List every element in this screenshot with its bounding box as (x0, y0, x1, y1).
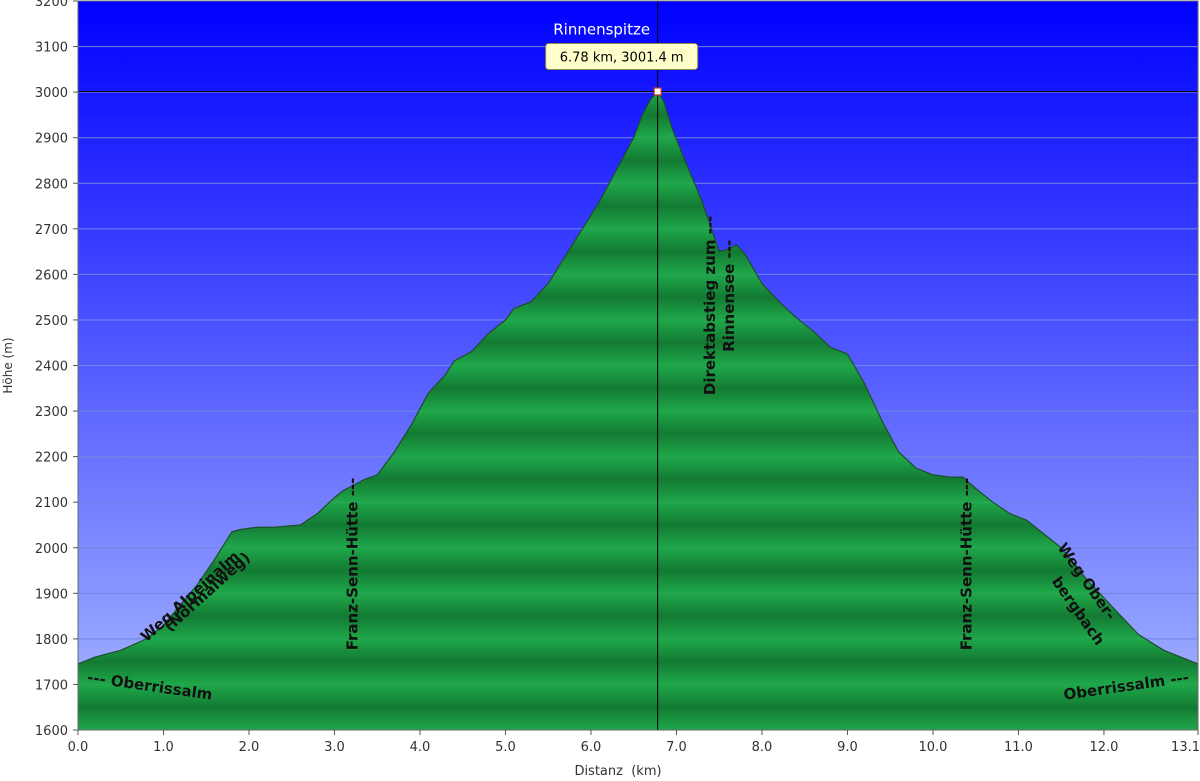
elevation-band (78, 547, 1198, 594)
y-tick-label: 2400 (35, 360, 68, 375)
route-annotation: Franz-Senn-Hütte --- (344, 478, 362, 651)
y-tick-label: 2600 (35, 268, 68, 283)
y-axis: 1600 1700 1800 1900 2000 2100 2200 2300 2400 2500… (35, 0, 78, 739)
y-tick-label: 3100 (35, 41, 68, 56)
x-tick-label: 11.0 (1004, 740, 1033, 755)
x-tick-label: 10.0 (918, 740, 947, 755)
y-tick-label: 2300 (35, 405, 68, 420)
y-tick-label: 2700 (35, 223, 68, 238)
x-axis: 0.0 1.0 2.0 3.0 4.0 5.0 6.0 7.0 8.0 9.0 10.0 11.0 12… (68, 730, 1200, 755)
y-tick-label: 2000 (35, 542, 68, 557)
elevation-outline (77, 90, 1199, 665)
x-tick-label: 1.0 (153, 740, 174, 755)
y-tick-label: 1900 (35, 587, 68, 602)
y-tick-label: 1700 (35, 678, 68, 693)
peak-marker-point[interactable] (653, 87, 662, 96)
elevation-band (78, 638, 1198, 685)
x-axis-title: Distanz (km) (574, 764, 661, 777)
peak-tooltip: 6.78 km, 3001.4 m (545, 42, 699, 70)
route-annotation: Direktabstieg zum --- (701, 216, 719, 395)
y-tick-label: 2200 (35, 451, 68, 466)
y-tick-label: 3200 (35, 0, 68, 10)
y-tick-label: 3000 (35, 86, 68, 101)
x-tick-label: 7.0 (666, 740, 687, 755)
peak-name-label: Rinnenspitze (553, 20, 650, 38)
y-axis-title: Höhe (m) (1, 337, 15, 393)
x-tick-label: 6.0 (581, 740, 602, 755)
x-tick-label: 12.0 (1089, 740, 1118, 755)
y-tick-label: 2500 (35, 314, 68, 329)
y-tick-label: 2900 (35, 132, 68, 147)
x-tick-label: 0.0 (68, 740, 89, 755)
y-tick-label: 1800 (35, 633, 68, 648)
y-tick-label: 1600 (35, 724, 68, 739)
peak-tooltip-text: 6.78 km, 3001.4 m (560, 50, 684, 65)
route-annotation: Rinnensee --- (720, 240, 738, 352)
x-tick-label: 9.0 (837, 740, 858, 755)
x-tick-label: 4.0 (410, 740, 431, 755)
y-tick-label: 2800 (35, 177, 68, 192)
x-tick-label: 5.0 (495, 740, 516, 755)
elevation-band (78, 593, 1198, 639)
peak-tooltip-box (545, 42, 699, 70)
x-tick-label: 3.0 (324, 740, 345, 755)
route-annotation: Franz-Senn-Hütte --- (957, 478, 975, 651)
x-tick-label: 8.0 (752, 740, 773, 755)
x-tick-label: 13.1 (1171, 740, 1200, 755)
elevation-band (78, 684, 1198, 730)
x-tick-label: 2.0 (239, 740, 260, 755)
y-tick-label: 2100 (35, 496, 68, 511)
